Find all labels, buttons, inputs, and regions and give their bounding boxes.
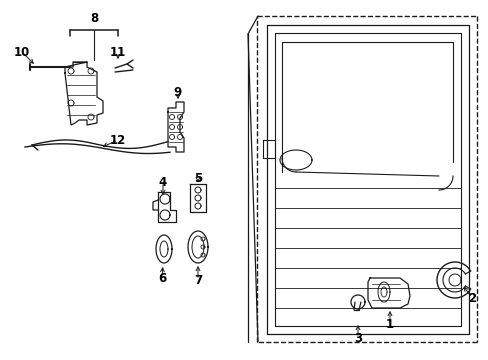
Text: 3: 3 [353,332,361,345]
Text: 2: 2 [467,292,475,305]
Text: 12: 12 [110,134,126,147]
Text: 1: 1 [385,319,393,332]
Text: 9: 9 [174,86,182,99]
Text: 6: 6 [158,271,166,284]
Text: 5: 5 [193,171,202,185]
Text: 10: 10 [14,45,30,59]
Text: 7: 7 [194,274,202,287]
Text: 11: 11 [110,45,126,59]
Text: 8: 8 [90,12,98,24]
Text: 4: 4 [159,176,167,189]
